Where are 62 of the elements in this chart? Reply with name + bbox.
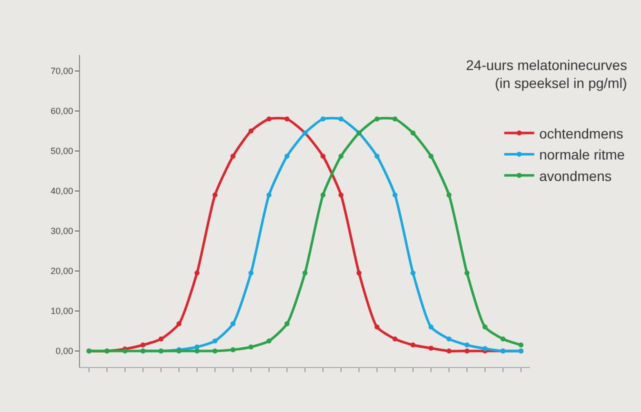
point bbox=[284, 154, 290, 159]
y-tick-label: 20,00 bbox=[50, 266, 74, 276]
point bbox=[266, 338, 272, 344]
point bbox=[428, 324, 434, 330]
point bbox=[302, 270, 308, 276]
point bbox=[320, 154, 326, 159]
point bbox=[140, 342, 146, 348]
point bbox=[464, 342, 470, 348]
point bbox=[212, 338, 218, 344]
point bbox=[446, 192, 452, 198]
legend-title: 24-uurs melatoninecurves (in speeksel in pg/ml) bbox=[466, 57, 628, 92]
point bbox=[428, 154, 434, 159]
y-tick-label: 10,00 bbox=[50, 306, 74, 316]
point bbox=[482, 324, 488, 330]
point bbox=[464, 270, 470, 276]
point bbox=[410, 342, 416, 348]
point bbox=[410, 270, 416, 276]
point bbox=[338, 192, 344, 198]
point bbox=[212, 192, 218, 198]
point bbox=[338, 154, 344, 159]
point bbox=[266, 116, 272, 122]
point bbox=[374, 154, 380, 159]
point bbox=[176, 321, 182, 326]
legend-label: normale ritme bbox=[539, 146, 626, 163]
point bbox=[194, 270, 200, 276]
point bbox=[338, 116, 344, 122]
point bbox=[320, 116, 326, 122]
y-tick-label: 60,00 bbox=[50, 106, 74, 116]
y-tick-label: 0,00 bbox=[56, 346, 74, 356]
y-tick-label: 30,00 bbox=[50, 226, 74, 236]
point bbox=[356, 270, 362, 276]
point bbox=[230, 347, 236, 352]
point bbox=[158, 336, 164, 342]
point bbox=[446, 336, 452, 342]
legend-label: ochtendmens bbox=[539, 125, 624, 142]
point bbox=[374, 116, 380, 122]
point bbox=[230, 154, 236, 159]
point bbox=[320, 192, 326, 198]
y-tick-label: 50,00 bbox=[50, 146, 74, 156]
point bbox=[392, 192, 398, 198]
point bbox=[230, 321, 236, 326]
point bbox=[392, 336, 398, 342]
point bbox=[248, 128, 254, 134]
point bbox=[518, 342, 524, 348]
point bbox=[446, 348, 452, 354]
point bbox=[428, 346, 434, 351]
y-tick-label: 40,00 bbox=[50, 186, 74, 196]
point bbox=[464, 348, 470, 354]
point bbox=[392, 116, 398, 122]
point bbox=[248, 270, 254, 276]
point bbox=[374, 324, 380, 330]
point bbox=[284, 116, 290, 122]
y-tick-label: 70,00 bbox=[50, 66, 74, 76]
legend-label: avondmens bbox=[539, 168, 612, 184]
point bbox=[500, 336, 506, 342]
point bbox=[212, 348, 218, 354]
point bbox=[194, 348, 200, 354]
point bbox=[410, 130, 416, 136]
point bbox=[248, 344, 254, 350]
point bbox=[266, 192, 272, 198]
point bbox=[482, 346, 488, 352]
point bbox=[284, 321, 290, 326]
